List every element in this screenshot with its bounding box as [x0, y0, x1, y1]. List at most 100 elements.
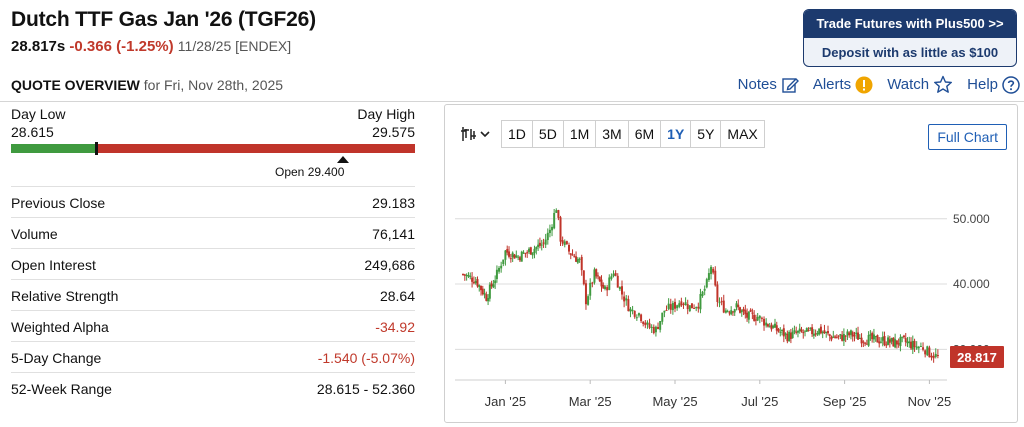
range-button-3m[interactable]: 3M [595, 120, 629, 148]
range-button-6m[interactable]: 6M [627, 120, 662, 148]
candle-body [575, 256, 578, 262]
x-tick-label: May '25 [652, 394, 697, 409]
candle-body [742, 308, 745, 312]
candle-body [710, 266, 713, 275]
day-high-value: 29.575 [372, 124, 415, 140]
candle-body [842, 334, 845, 341]
help-link[interactable]: Help [967, 75, 1020, 94]
candle-body [739, 307, 742, 313]
alerts-link[interactable]: Alerts [813, 76, 873, 94]
candle-body [936, 355, 939, 357]
candle-body [826, 331, 829, 334]
candle-body [635, 317, 638, 319]
candle-body [680, 301, 683, 306]
open-price-label: Open 29.400 [275, 165, 345, 179]
candle-body [828, 334, 831, 337]
candle-body [669, 304, 672, 310]
candle-body [488, 284, 491, 299]
candle-body [926, 346, 929, 356]
candle-body [472, 282, 475, 284]
candle-body [648, 323, 651, 328]
candle-body [518, 257, 521, 261]
candle-body [853, 335, 856, 337]
full-chart-button[interactable]: Full Chart [928, 124, 1007, 150]
notes-link[interactable]: Notes [738, 76, 799, 94]
candle-body [682, 303, 685, 305]
range-button-5y[interactable]: 5Y [690, 120, 722, 148]
candle-body [661, 312, 664, 322]
candle-body [775, 325, 778, 331]
candle-body [515, 255, 518, 258]
candle-body [623, 296, 626, 302]
candle-body [465, 274, 468, 277]
candle-body [642, 321, 645, 324]
candle-body [902, 335, 905, 338]
candle-body [625, 298, 628, 301]
x-tick-label: Mar '25 [569, 394, 612, 409]
candle-body [557, 210, 560, 218]
page-title: Dutch TTF Gas Jan '26 (TGF26) [11, 8, 316, 31]
candle-body [498, 267, 501, 272]
candle-body [640, 314, 643, 322]
candle-body [481, 288, 484, 295]
candle-body [690, 303, 693, 309]
candle-body [595, 269, 598, 277]
candle-body [786, 333, 789, 342]
candle-body [768, 326, 771, 328]
promo-banner[interactable]: Trade Futures with Plus500 >> Deposit wi… [803, 9, 1017, 67]
candle-body [830, 336, 833, 340]
candle-body [462, 274, 464, 276]
stat-value: 76,141 [372, 226, 415, 242]
candle-body [821, 332, 824, 334]
range-button-1y[interactable]: 1Y [660, 120, 692, 148]
candle-body [814, 333, 817, 335]
range-button-max[interactable]: MAX [720, 120, 765, 148]
range-button-1m[interactable]: 1M [562, 120, 597, 148]
candle-body [535, 246, 538, 250]
candle-body [610, 276, 613, 279]
candle-body [593, 269, 596, 283]
candle-body [846, 331, 849, 336]
candle-body [747, 311, 750, 320]
candle-body [911, 341, 914, 350]
candle-body [508, 251, 511, 257]
candle-body [934, 353, 937, 357]
help-icon [1002, 75, 1020, 94]
candle-body [892, 337, 895, 347]
candle-body [737, 304, 740, 308]
candle-body [899, 337, 902, 347]
day-low-label: Day Low [11, 106, 66, 122]
candle-body [671, 303, 674, 311]
promo-trade-link[interactable]: Trade Futures with Plus500 >> [804, 10, 1016, 38]
promo-deposit-link[interactable]: Deposit with as little as $100 [821, 45, 999, 60]
watch-link[interactable]: Watch [887, 75, 953, 94]
range-buttons: 1D 5D 1M 3M 6M 1Y 5Y MAX [493, 120, 765, 148]
candle-body [879, 341, 882, 343]
candle-body [500, 265, 503, 269]
chart-type-button[interactable] [457, 120, 493, 148]
candle-body [693, 307, 696, 309]
candle-body [720, 301, 723, 303]
stats-table: Previous Close 29.183 Volume 76,141 Open Int… [11, 186, 415, 403]
candle-body [608, 277, 611, 290]
candle-body [596, 275, 599, 277]
candle-body [760, 317, 763, 319]
candle-body [578, 258, 581, 260]
candle-body [537, 244, 540, 248]
last-price-label: 28.817 [957, 350, 997, 365]
candle-body [839, 334, 842, 336]
range-button-5d[interactable]: 5D [531, 120, 564, 148]
candle-body [849, 330, 852, 335]
candle-body [637, 313, 640, 316]
candle-body [874, 336, 877, 338]
candle-body [517, 256, 520, 258]
candle-body [631, 309, 634, 311]
candle-body [652, 326, 655, 334]
candle-body [883, 336, 886, 345]
range-button-1d[interactable]: 1D [501, 120, 533, 148]
candle-body [781, 329, 784, 332]
candle-body [894, 339, 897, 348]
candle-body [867, 335, 870, 346]
